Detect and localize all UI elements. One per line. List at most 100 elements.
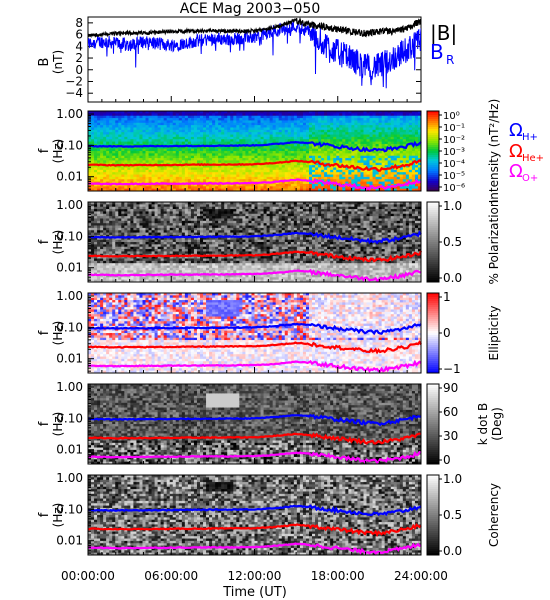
- heatmap-cell: [290, 186, 295, 190]
- heatmap-cell: [333, 153, 337, 157]
- heatmap-cell: [175, 202, 180, 205]
- heatmap-cell: [91, 256, 95, 259]
- heatmap-cell: [121, 265, 125, 269]
- heatmap-cell: [151, 148, 155, 152]
- heatmap-cell: [293, 125, 298, 128]
- heatmap-cell: [284, 155, 289, 159]
- heatmap-cell: [260, 122, 264, 126]
- heatmap-cell: [175, 146, 180, 150]
- heatmap-cell: [136, 213, 140, 217]
- heatmap-cell: [299, 139, 304, 142]
- heatmap-cell: [315, 153, 319, 157]
- heatmap-cell: [97, 237, 101, 241]
- heatmap-cell: [181, 148, 186, 152]
- heatmap-cell: [142, 274, 146, 278]
- heatmap-cell: [139, 176, 143, 180]
- heatmap-cell: [339, 186, 343, 190]
- heatmap-cell: [97, 256, 101, 259]
- heatmap-cell: [151, 274, 155, 278]
- heatmap-cell: [330, 151, 334, 154]
- heatmap-cell: [178, 151, 183, 154]
- heatmap-cell: [157, 125, 162, 128]
- heatmap-cell: [333, 172, 337, 175]
- heatmap-cell: [269, 172, 274, 175]
- heatmap-cell: [333, 188, 337, 192]
- heatmap-cell: [112, 204, 116, 208]
- heatmap-cell: [88, 230, 92, 233]
- heatmap-cell: [130, 256, 134, 259]
- heatmap-cell: [378, 160, 383, 164]
- heatmap-cell: [139, 227, 143, 231]
- heatmap-cell: [363, 139, 367, 142]
- heatmap-cell: [308, 129, 313, 133]
- heatmap-cell: [121, 239, 125, 243]
- heatmap-cell: [118, 158, 122, 161]
- heatmap-cell: [172, 169, 177, 173]
- heatmap-cell: [275, 176, 280, 180]
- heatmap-cell: [354, 172, 358, 175]
- heatmap-cell: [257, 174, 261, 178]
- heatmap-cell: [254, 169, 258, 173]
- heatmap-cell: [215, 118, 219, 121]
- heatmap-cell: [97, 188, 101, 192]
- heatmap-cell: [248, 146, 252, 150]
- heatmap-cell: [321, 169, 325, 173]
- heatmap-cell: [245, 188, 249, 192]
- heatmap-cell: [393, 141, 398, 145]
- heatmap-cell: [299, 174, 304, 178]
- colorbar-swatch: [427, 185, 439, 188]
- heatmap-cell: [169, 160, 174, 164]
- heatmap-cell: [414, 115, 419, 119]
- heatmap-cell: [142, 172, 146, 175]
- heatmap-cell: [112, 139, 116, 142]
- heatmap-cell: [118, 204, 122, 208]
- heatmap-cell: [190, 134, 195, 138]
- heatmap-cell: [369, 139, 373, 142]
- heatmap-cell: [148, 169, 152, 173]
- heatmap-cell: [139, 188, 143, 192]
- heatmap-cell: [103, 202, 107, 205]
- heatmap-cell: [399, 167, 404, 171]
- heatmap-cell: [290, 167, 295, 171]
- heatmap-cell: [372, 153, 376, 157]
- heatmap-cell: [330, 132, 334, 135]
- heatmap-cell: [88, 256, 92, 259]
- heatmap-cell: [287, 188, 292, 192]
- heatmap-cell: [178, 132, 183, 135]
- heatmap-cell: [127, 162, 131, 166]
- heatmap-cell: [157, 115, 162, 119]
- heatmap-cell: [396, 153, 401, 157]
- heatmap-cell: [154, 218, 159, 222]
- heatmap-cell: [106, 227, 110, 231]
- heatmap-cell: [321, 118, 325, 121]
- heatmap-cell: [293, 169, 298, 173]
- heatmap-cell: [378, 153, 383, 157]
- heatmap-cell: [396, 122, 401, 126]
- heatmap-cell: [321, 148, 325, 152]
- heatmap-cell: [384, 169, 389, 173]
- heatmap-cell: [112, 174, 116, 178]
- heatmap-cell: [399, 136, 404, 140]
- heatmap-cell: [181, 202, 186, 205]
- heatmap-cell: [339, 120, 343, 124]
- heatmap-cell: [88, 188, 92, 192]
- heatmap-cell: [133, 204, 137, 208]
- heatmap-cell: [318, 127, 322, 131]
- heatmap-cell: [417, 127, 422, 131]
- heatmap-cell: [348, 111, 352, 114]
- heatmap-cell: [417, 129, 422, 133]
- heatmap-cell: [145, 206, 149, 210]
- heatmap-cell: [115, 263, 119, 266]
- heatmap-cell: [160, 211, 165, 215]
- heatmap-cell: [260, 115, 264, 119]
- heatmap-cell: [239, 151, 243, 154]
- heatmap-cell: [112, 220, 116, 224]
- heatmap-cell: [100, 115, 104, 119]
- heatmap-cell: [103, 179, 107, 182]
- heatmap-cell: [296, 165, 301, 168]
- heatmap-cell: [339, 132, 343, 135]
- heatmap-cell: [284, 167, 289, 171]
- heatmap-cell: [88, 139, 92, 142]
- heatmap-cell: [121, 263, 125, 266]
- heatmap-cell: [272, 136, 277, 140]
